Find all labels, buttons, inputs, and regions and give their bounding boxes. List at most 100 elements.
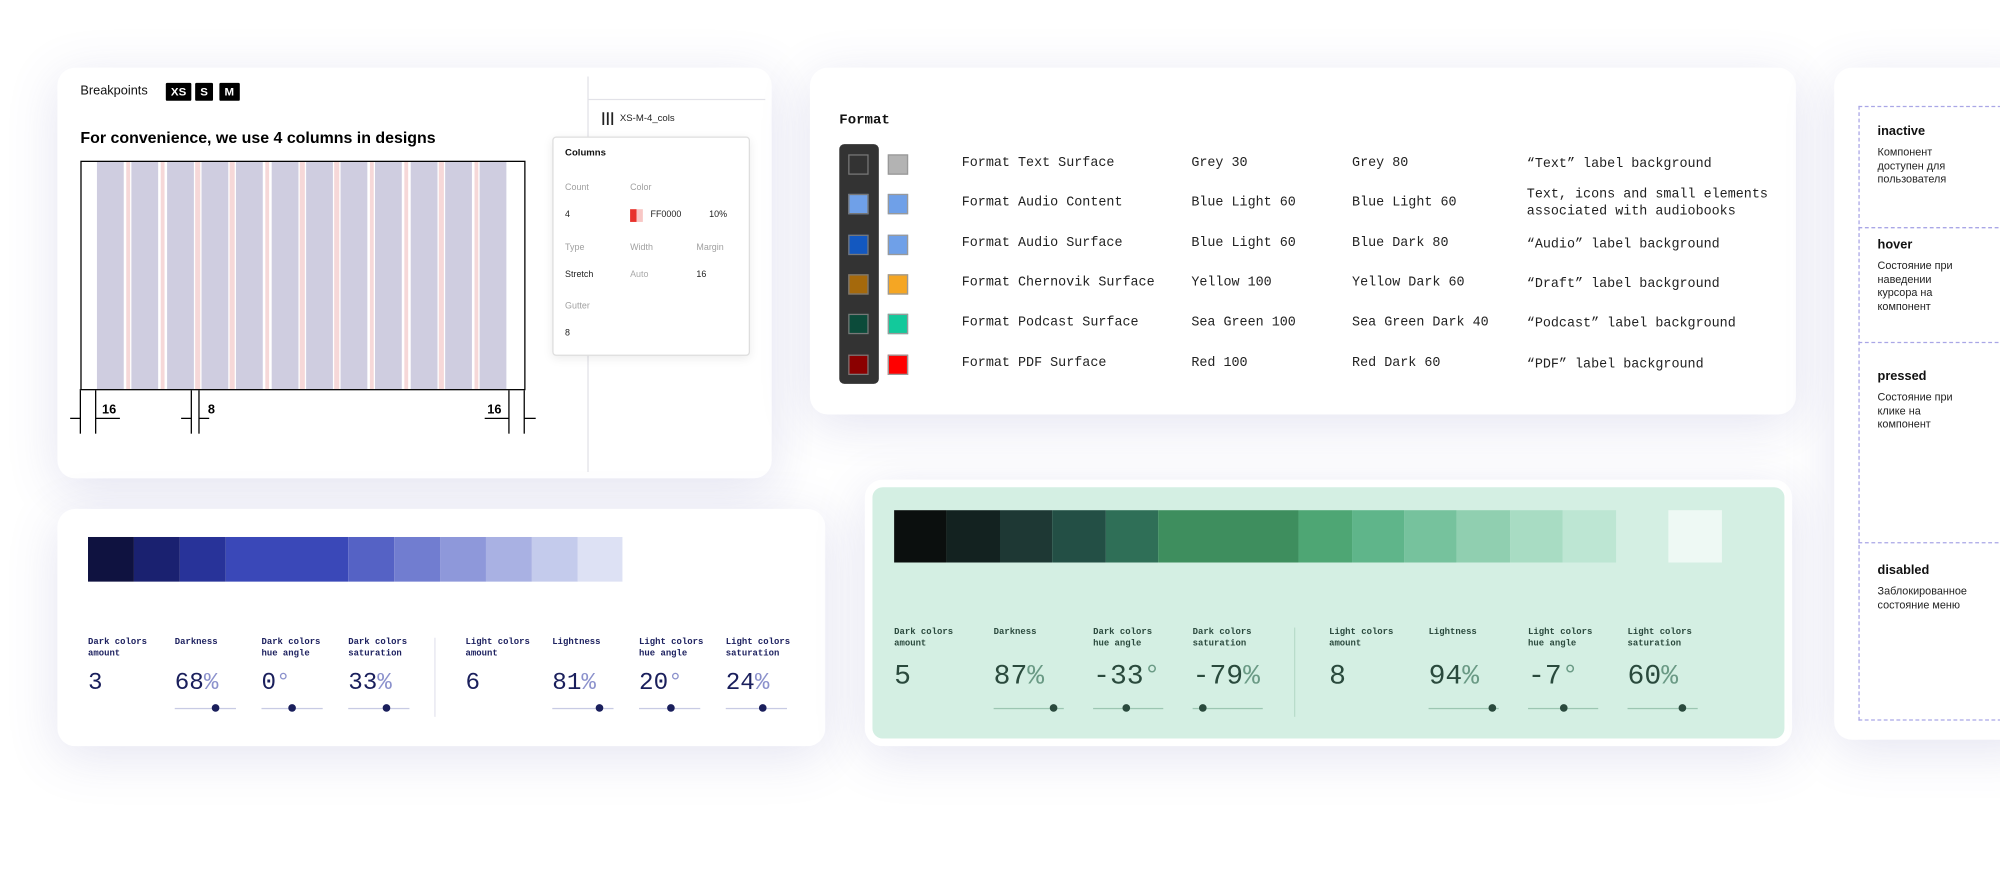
gutter <box>439 161 444 390</box>
value-unit: % <box>1027 660 1045 693</box>
palette-swatch <box>88 536 134 582</box>
field-value: FF0000 <box>650 210 682 219</box>
field-value: Auto <box>630 269 649 279</box>
dark-value: Yellow Dark 60 <box>1352 276 1465 292</box>
param-value: 0° <box>261 670 290 695</box>
dark-value: Red Dark 60 <box>1352 356 1441 372</box>
swatch-light <box>887 193 909 215</box>
param-label: Darkness <box>174 637 218 648</box>
param-value: 81% <box>552 668 596 697</box>
param-label: Light colors saturation <box>725 637 791 659</box>
slider-knob[interactable] <box>288 704 296 712</box>
param-label: Lightness <box>552 637 601 648</box>
gutter <box>125 161 131 390</box>
swatch-light <box>887 354 909 375</box>
slider-knob[interactable] <box>211 704 220 712</box>
size-badge[interactable]: S <box>195 82 214 101</box>
slider-track <box>1192 707 1263 710</box>
slider-knob[interactable] <box>595 704 604 712</box>
palette-swatch <box>485 536 532 582</box>
param-label: Light colors hue angle <box>1528 627 1593 649</box>
value-unit: ° <box>1143 660 1161 693</box>
param-value: 33% <box>348 668 392 697</box>
state-description: Состояние при клике на компонент <box>1877 390 1953 430</box>
value-number: 8 <box>1329 660 1346 693</box>
value-number: 94 <box>1428 660 1463 693</box>
palette-swatch <box>1158 510 1299 563</box>
dark-column <box>839 144 879 384</box>
state-name: pressed <box>1877 369 1927 384</box>
field-value: 8 <box>565 328 571 338</box>
param-label: Lightness <box>1428 627 1477 638</box>
description: “Audio” label background <box>1526 236 1720 252</box>
param-value: -33° <box>1093 663 1160 691</box>
light-value: Blue Light 60 <box>1191 236 1296 252</box>
slider-knob[interactable] <box>1559 704 1568 712</box>
value-number: 3 <box>88 668 103 697</box>
value-unit: % <box>377 668 392 697</box>
swatch-dark <box>848 274 869 295</box>
dimension-lines <box>70 389 536 434</box>
value-unit: % <box>1462 660 1480 693</box>
param-value: 6 <box>466 670 481 695</box>
dark-value: Grey 80 <box>1352 156 1409 172</box>
swatch-dark <box>848 234 869 256</box>
slider-knob[interactable] <box>382 704 391 712</box>
param-label: Dark colors hue angle <box>1093 627 1153 649</box>
layer-name: XS-M-4_cols <box>619 112 675 125</box>
token-name: Format PDF Surface <box>961 356 1107 372</box>
size-badge[interactable]: M <box>219 82 240 101</box>
palette-swatch <box>1052 510 1106 563</box>
swatch-dark <box>848 313 869 335</box>
value-number: 5 <box>894 660 911 693</box>
param-label: Dark colors saturation <box>1192 627 1252 649</box>
gutter <box>230 161 235 390</box>
column <box>201 161 229 390</box>
breakpoints-title: Breakpoints <box>80 83 148 98</box>
column <box>96 161 124 390</box>
description: “Text” label background <box>1526 156 1712 172</box>
token-name: Format Audio Content <box>961 195 1123 212</box>
slider-knob[interactable] <box>758 704 767 712</box>
slider-knob[interactable] <box>1122 704 1131 712</box>
param-value: 60% <box>1628 663 1679 691</box>
palette-swatch <box>1510 510 1563 563</box>
palette-swatch <box>394 536 441 582</box>
slider-knob[interactable] <box>1049 704 1058 712</box>
format-card <box>809 67 1796 415</box>
color-swatch <box>630 209 643 222</box>
slider-knob[interactable] <box>1198 704 1207 712</box>
slider-knob[interactable] <box>667 704 675 712</box>
palette-swatch <box>1105 510 1159 563</box>
value-unit: % <box>581 668 596 697</box>
states-card <box>1834 67 2000 740</box>
token-name: Format Chernovik Surface <box>961 276 1155 292</box>
slider-track <box>725 707 787 710</box>
param-value: 20° <box>639 670 683 695</box>
light-value: Grey 30 <box>1191 156 1248 172</box>
swatch-light <box>887 313 909 335</box>
palette-swatch <box>531 536 578 582</box>
gutter <box>195 161 200 390</box>
light-value: Yellow 100 <box>1191 276 1272 292</box>
dimension-label: 8 <box>207 402 216 417</box>
slider-knob[interactable] <box>1488 704 1497 712</box>
panel-title: Columns <box>565 147 606 159</box>
description: Text, icons and small elements associate… <box>1526 187 1768 220</box>
param-value: 8 <box>1329 663 1346 691</box>
state-name: disabled <box>1877 563 1930 578</box>
column <box>271 161 298 390</box>
light-value: Blue Light 60 <box>1191 195 1296 212</box>
state-description: Заблокированное состояние меню <box>1877 584 1967 611</box>
field-extra: 10% <box>709 210 728 219</box>
param-label: Light colors amount <box>465 637 530 659</box>
palette-swatch <box>179 536 226 582</box>
param-label: Light colors saturation <box>1627 627 1692 649</box>
palette-swatch <box>999 510 1053 563</box>
size-badge[interactable]: XS <box>165 82 192 101</box>
slider-knob[interactable] <box>1678 704 1687 712</box>
gutter <box>404 161 409 390</box>
format-title: Format <box>839 113 890 130</box>
description: “PDF” label background <box>1526 356 1704 372</box>
